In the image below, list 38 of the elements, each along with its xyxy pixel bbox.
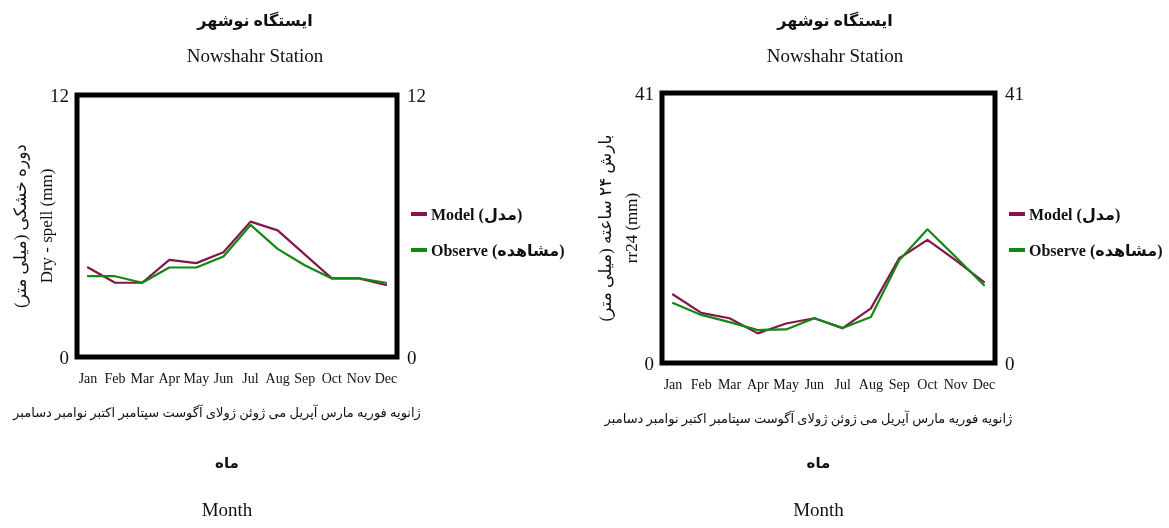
x-tick-label: Aug (265, 371, 290, 386)
text: ژانویه فوریه مارس آپریل می ژوئن ژولای آگوست سپتامبر اکتبر نوامبر دسامبر (603, 410, 1013, 427)
x-tick-label: Mar (130, 371, 155, 386)
x-tick-label: May (773, 377, 799, 392)
x-tick-label: Oct (321, 371, 343, 386)
legend-label: Model (مدل) (1029, 205, 1121, 224)
chart-title: ایستگاه نوشهر (776, 11, 893, 30)
y2-tick-label: 41 (1005, 82, 1024, 104)
x-tick-label: Jul (834, 377, 851, 392)
x-tick-label: Sep (888, 377, 910, 392)
chart-subtitle: Nowshahr Station (186, 45, 324, 66)
y2-tick-label: 0 (407, 346, 417, 368)
x-tick-label: Sep (294, 371, 316, 386)
legend-label: Observe (مشاهده) (431, 241, 565, 260)
x-tick-label: Jan (663, 377, 683, 392)
legend-label: Observe (مشاهده) (1029, 241, 1163, 260)
x-tick-label: Jun (213, 371, 234, 386)
y2-tick-label: 12 (407, 84, 426, 106)
x-tick-label: Dec (972, 377, 996, 392)
y2-tick-label: 0 (1005, 352, 1015, 374)
chart-subtitle: Nowshahr Station (766, 45, 904, 66)
x-tick-label: Feb (690, 377, 712, 392)
x-tick-label: Dec (374, 371, 398, 386)
x-tick-label: Oct (917, 377, 938, 392)
x-tick-label: Jan (78, 371, 98, 386)
x-tick-label: May (183, 371, 210, 386)
x-tick-label: Apr (158, 371, 181, 386)
x-tick-label: Feb (104, 371, 126, 386)
x-tick-label: Aug (858, 377, 883, 392)
legend-label: Model (مدل) (431, 205, 523, 224)
x-tick-label: Jul (242, 371, 259, 386)
text: ژانویه فوریه مارس آپریل می ژوئن ژولای آگوست سپتامبر اکتبر نوامبر دسامبر (12, 404, 421, 421)
x-tick-label: Jun (804, 377, 825, 392)
x-tick-label: Nov (943, 377, 968, 392)
x-tick-label: Apr (746, 377, 770, 392)
x-tick-label: Nov (346, 371, 371, 386)
chart-title: ایستگاه نوشهر (196, 11, 313, 30)
x-tick-label: Mar (717, 377, 742, 392)
